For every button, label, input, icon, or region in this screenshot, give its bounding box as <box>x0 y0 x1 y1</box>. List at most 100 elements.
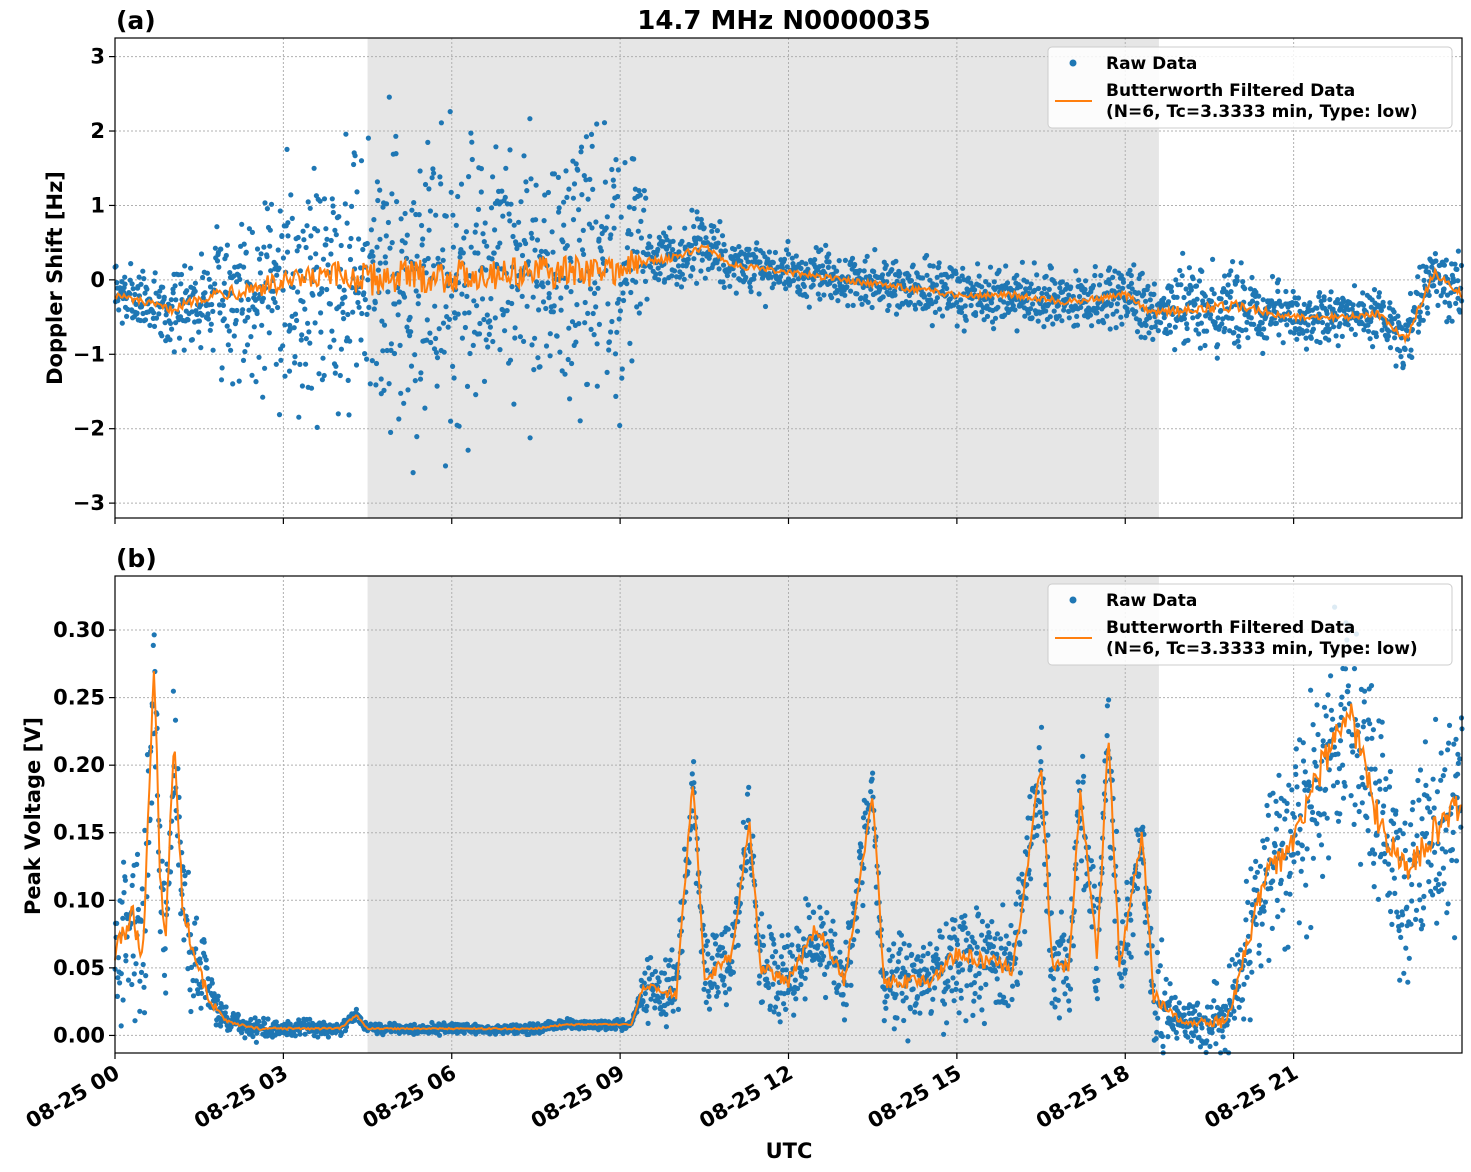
raw-data-point <box>1386 328 1392 334</box>
raw-data-point <box>1163 976 1169 982</box>
raw-data-point <box>303 244 309 251</box>
raw-data-point <box>1257 327 1263 333</box>
raw-data-point <box>509 300 515 307</box>
raw-data-point <box>921 293 928 299</box>
raw-data-point <box>340 309 346 315</box>
raw-data-point <box>362 297 368 303</box>
raw-data-point <box>843 939 849 945</box>
raw-data-point <box>292 311 299 317</box>
raw-data-point <box>954 941 961 948</box>
raw-data-point <box>1219 321 1225 327</box>
raw-data-point <box>1275 914 1281 920</box>
raw-data-point <box>925 303 931 310</box>
raw-data-point <box>129 281 135 287</box>
raw-data-point <box>886 302 892 309</box>
raw-data-point <box>892 288 898 294</box>
raw-data-point <box>558 307 564 313</box>
raw-data-point <box>380 348 386 354</box>
raw-data-point <box>444 271 450 277</box>
raw-data-point <box>703 235 709 241</box>
raw-data-point <box>328 237 334 244</box>
raw-data-point <box>714 984 720 990</box>
raw-data-point <box>216 302 223 308</box>
raw-data-point <box>1165 299 1172 305</box>
raw-data-point <box>1038 759 1044 765</box>
raw-data-point <box>1152 324 1158 330</box>
raw-data-point <box>1045 301 1052 307</box>
raw-data-point <box>200 274 206 281</box>
raw-data-point <box>669 947 675 953</box>
raw-data-point <box>646 965 652 971</box>
raw-data-point <box>188 1008 194 1015</box>
raw-data-point <box>220 297 226 303</box>
raw-data-point <box>1316 832 1322 839</box>
raw-data-point <box>1104 733 1110 739</box>
raw-data-point <box>834 268 840 274</box>
raw-data-point <box>711 223 717 230</box>
raw-data-point <box>960 265 966 271</box>
raw-data-point <box>465 447 471 453</box>
raw-data-point <box>1258 331 1264 337</box>
raw-data-point <box>849 942 856 948</box>
raw-data-point <box>1310 722 1316 728</box>
raw-data-point <box>1300 758 1307 764</box>
raw-data-point <box>934 274 940 280</box>
raw-data-point <box>638 218 644 224</box>
raw-data-point <box>342 294 348 300</box>
raw-data-point <box>280 343 286 349</box>
raw-data-point <box>1066 998 1072 1004</box>
raw-data-point <box>963 1018 969 1024</box>
raw-data-point <box>936 264 942 270</box>
raw-data-point <box>275 304 281 311</box>
raw-data-point <box>1307 783 1313 789</box>
raw-data-point <box>979 1007 985 1013</box>
raw-data-point <box>1204 1038 1210 1044</box>
raw-data-point <box>382 254 388 260</box>
raw-data-point <box>958 297 964 303</box>
raw-data-point <box>161 294 167 300</box>
raw-data-point <box>1128 280 1135 286</box>
raw-data-point <box>383 260 389 266</box>
raw-data-point <box>1240 279 1246 285</box>
raw-data-point <box>932 985 938 991</box>
raw-data-point <box>628 231 634 237</box>
raw-data-point <box>511 222 517 228</box>
panel-a-xticks <box>114 518 1295 524</box>
raw-data-point <box>627 340 633 346</box>
raw-data-point <box>891 941 897 947</box>
raw-data-point <box>223 1004 229 1010</box>
raw-data-point <box>473 222 479 228</box>
raw-data-point <box>137 1008 143 1014</box>
raw-data-point <box>915 954 921 960</box>
raw-data-point <box>643 1008 649 1014</box>
raw-data-point <box>1270 878 1276 884</box>
figure-title: 14.7 MHz N0000035 <box>637 6 930 36</box>
raw-data-point <box>381 322 388 328</box>
raw-data-point <box>466 174 472 180</box>
raw-data-point <box>844 284 850 290</box>
raw-data-point <box>968 302 974 309</box>
raw-data-point <box>1017 284 1024 290</box>
raw-data-point <box>1315 319 1321 325</box>
raw-data-point <box>1195 1000 1201 1006</box>
raw-data-point <box>218 1023 224 1029</box>
raw-data-point <box>612 351 619 357</box>
raw-data-point <box>398 216 404 222</box>
raw-data-point <box>976 273 982 279</box>
raw-data-point <box>1185 1034 1191 1040</box>
raw-data-point <box>1310 809 1316 816</box>
raw-data-point <box>1124 896 1131 902</box>
raw-data-point <box>1074 322 1081 328</box>
raw-data-point <box>1275 288 1281 294</box>
raw-data-point <box>1066 292 1072 298</box>
raw-data-point <box>125 306 131 312</box>
raw-data-point <box>241 241 247 247</box>
raw-data-point <box>564 284 570 290</box>
raw-data-point <box>972 990 978 997</box>
raw-data-point <box>848 288 854 294</box>
raw-data-point <box>193 915 200 921</box>
raw-data-point <box>1179 273 1185 279</box>
raw-data-point <box>163 312 169 318</box>
raw-data-point <box>1453 300 1459 306</box>
raw-data-point <box>1024 279 1030 285</box>
